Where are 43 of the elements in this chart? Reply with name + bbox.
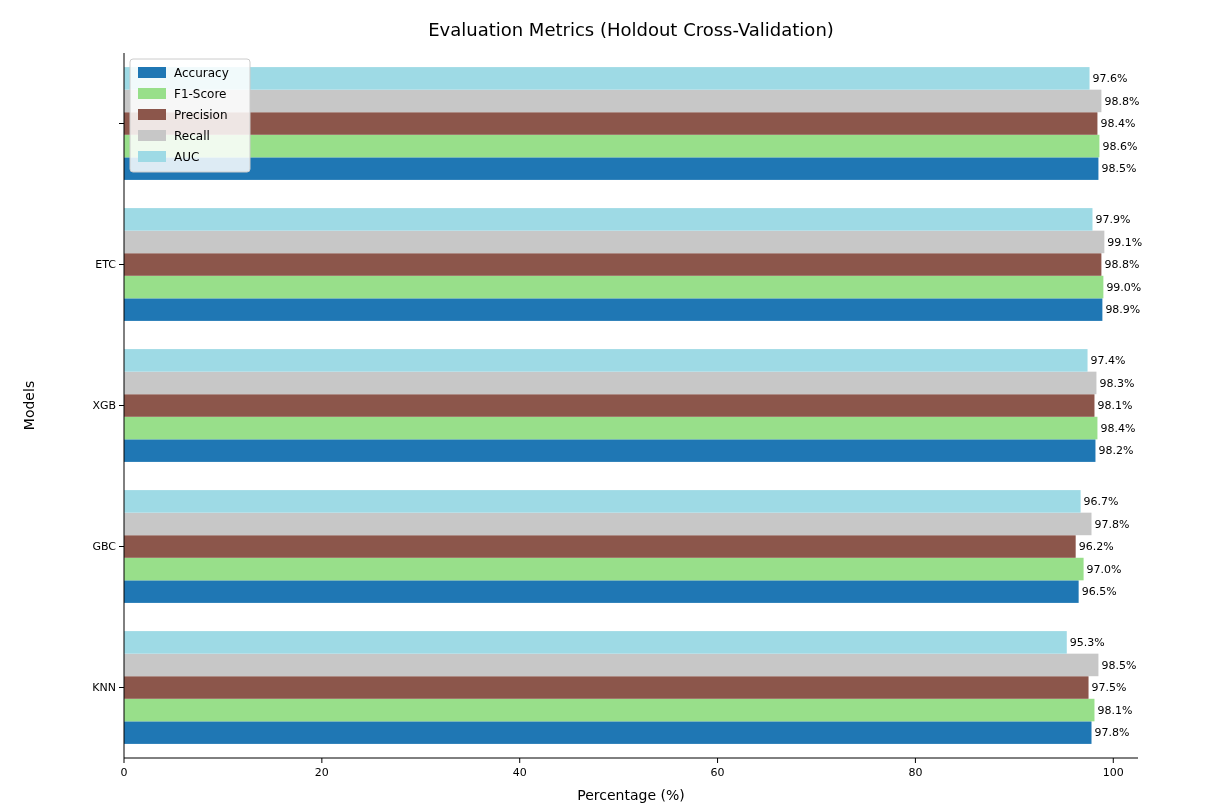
legend-label: Precision [174, 108, 228, 123]
data-label: 95.3% [1069, 636, 1105, 650]
y-tick-label: XGB [92, 399, 116, 413]
x-tick-label: 0 [120, 766, 128, 779]
data-label: 97.8% [1094, 517, 1130, 531]
x-tick-label: 20 [314, 766, 329, 779]
data-label: 97.9% [1095, 213, 1131, 227]
x-tick-label: 100 [1102, 766, 1124, 779]
y-tick-label: GBC [92, 540, 117, 554]
x-tick-label: 40 [512, 766, 527, 779]
legend-label: Accuracy [174, 66, 229, 81]
data-label: 98.2% [1098, 444, 1134, 458]
data-label: 97.4% [1090, 354, 1126, 368]
y-tick-label: ETC [95, 258, 117, 272]
data-label: 96.2% [1078, 540, 1114, 554]
data-label: 97.6% [1092, 72, 1128, 86]
data-label: 98.1% [1097, 399, 1133, 413]
data-label: 98.4% [1100, 421, 1136, 435]
data-label: 98.9% [1105, 303, 1141, 317]
data-label: 96.5% [1081, 585, 1117, 599]
legend-label: F1-Score [174, 87, 227, 102]
legend-label: AUC [174, 150, 200, 165]
data-label: 99.0% [1106, 280, 1142, 294]
x-axis-title: Percentage (%) [577, 787, 685, 803]
data-label: 98.5% [1101, 162, 1137, 176]
data-label: 98.4% [1100, 117, 1136, 131]
legend-label: Recall [174, 129, 210, 144]
data-label: 98.8% [1104, 94, 1140, 108]
data-label: 98.1% [1097, 703, 1133, 717]
y-tick-label: KNN [92, 681, 116, 695]
data-label: 99.1% [1107, 235, 1143, 249]
x-tick-label: 60 [710, 766, 725, 779]
data-label: 98.8% [1104, 258, 1140, 272]
data-label: 98.3% [1099, 376, 1135, 390]
chart-title: Evaluation Metrics (Holdout Cross-Validation) [428, 19, 834, 40]
data-label: 98.6% [1102, 139, 1138, 153]
x-tick-label: 80 [908, 766, 923, 779]
data-label: 97.5% [1091, 681, 1127, 695]
y-axis-title: Models [21, 380, 37, 431]
data-label: 96.7% [1083, 495, 1119, 509]
data-label: 98.5% [1101, 658, 1137, 672]
data-label: 97.8% [1094, 726, 1130, 740]
data-label: 97.0% [1086, 562, 1122, 576]
